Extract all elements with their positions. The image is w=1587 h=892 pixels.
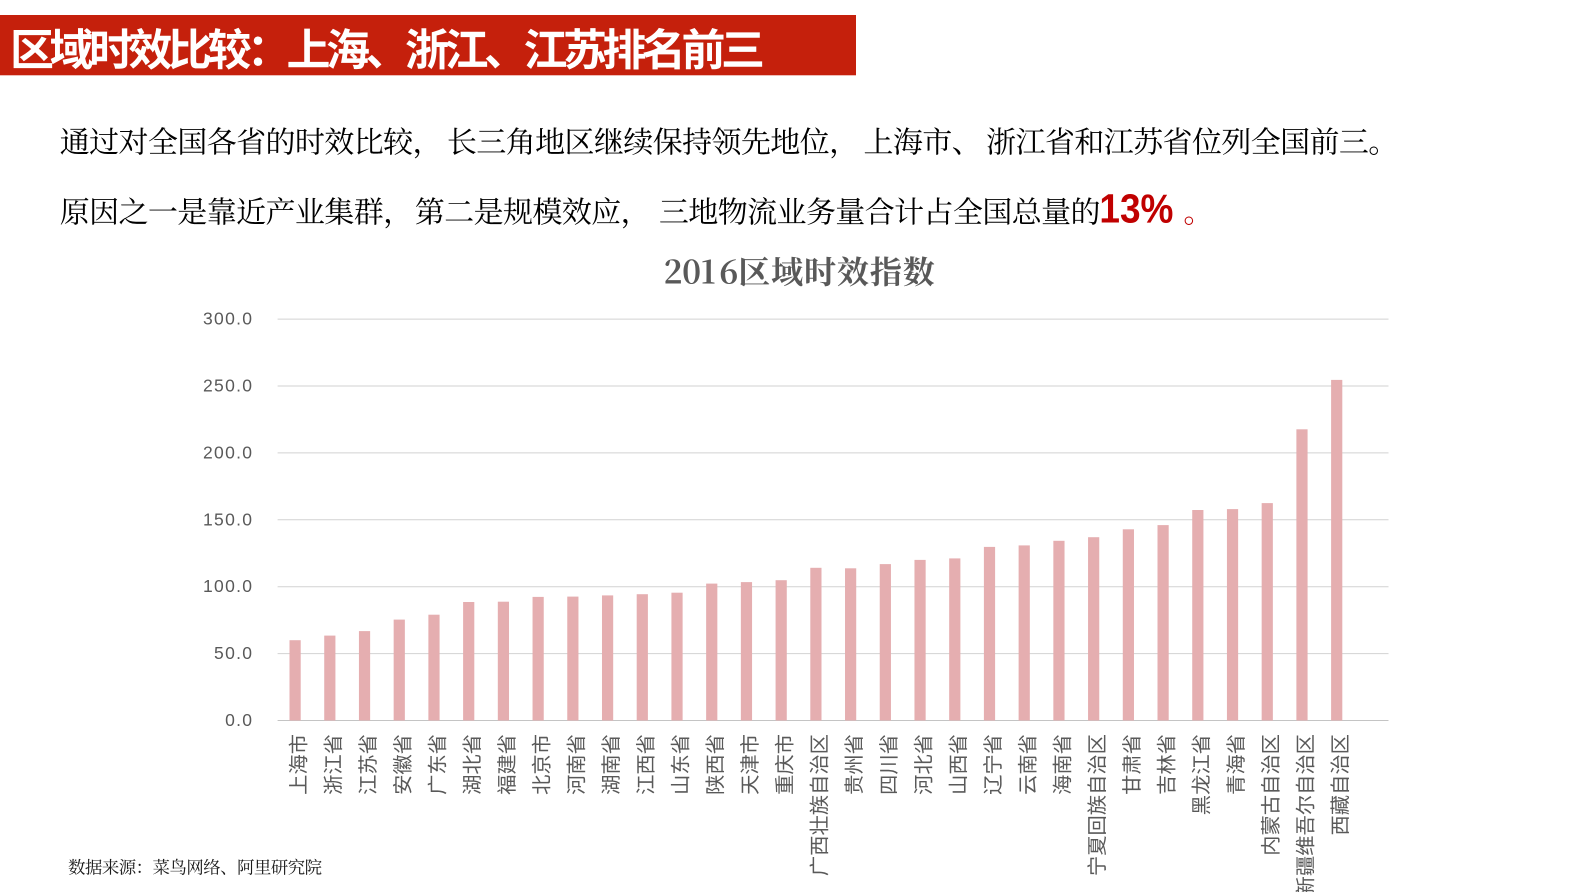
svg-text:250.0: 250.0 xyxy=(203,376,253,396)
svg-text:13%: 13% xyxy=(1099,186,1173,232)
svg-text:0.0: 0.0 xyxy=(225,710,253,730)
svg-text:200.0: 200.0 xyxy=(203,442,253,462)
svg-text:100.0: 100.0 xyxy=(203,576,253,596)
svg-text:150.0: 150.0 xyxy=(203,509,253,529)
svg-text:50.0: 50.0 xyxy=(214,643,253,663)
svg-text:300.0: 300.0 xyxy=(203,309,253,329)
